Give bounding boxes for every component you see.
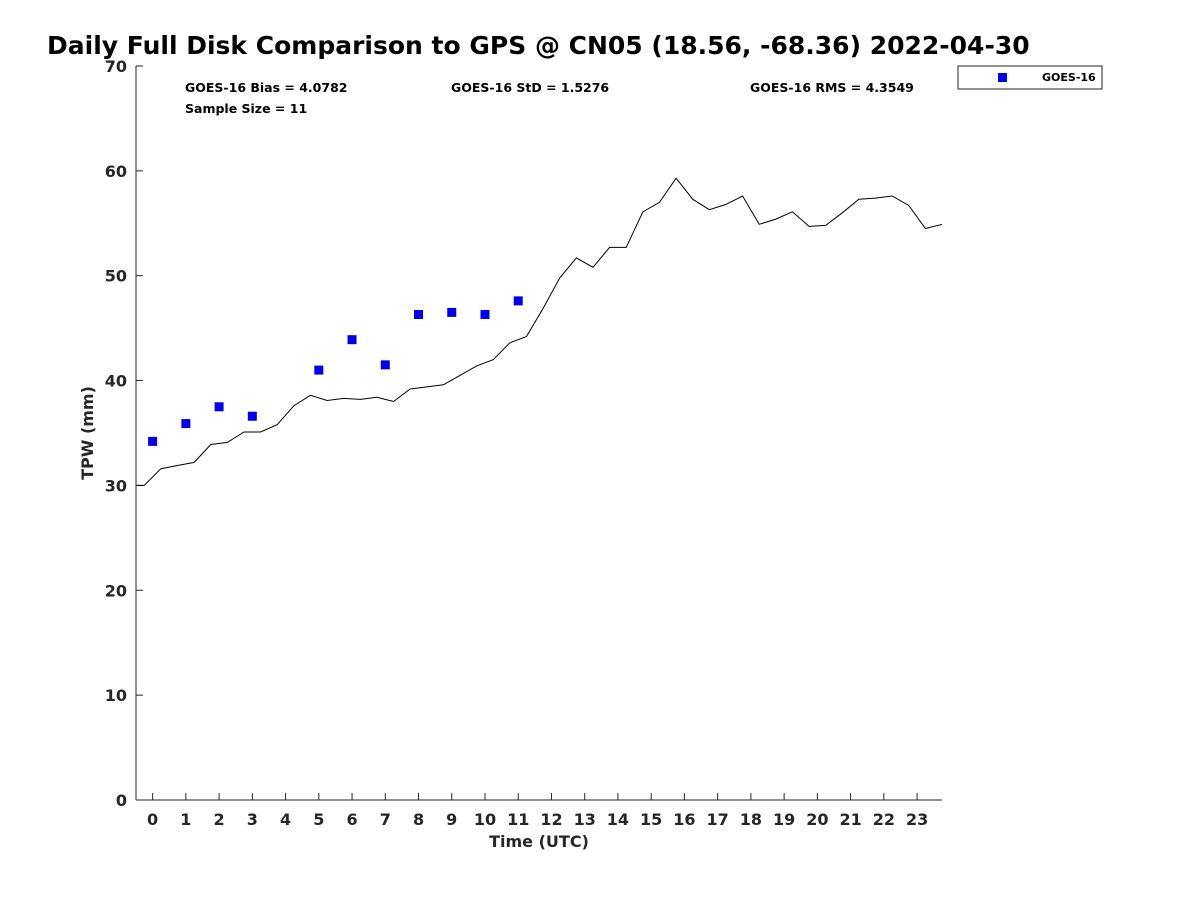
y-tick-label: 60 [105,162,127,181]
goes16-point [181,419,191,429]
x-tick-label: 2 [214,810,225,829]
x-tick-label: 1 [180,810,191,829]
goes16-point [414,310,424,320]
x-tick-label: 10 [474,810,496,829]
x-axis-label: Time (UTC) [489,832,589,851]
x-tick-label: 17 [707,810,729,829]
x-tick-label: 8 [413,810,424,829]
legend-label-goes16: GOES-16 [1042,71,1096,84]
goes16-point [347,335,357,345]
chart-title: Daily Full Disk Comparison to GPS @ CN05… [47,31,1030,60]
x-tick-label: 20 [806,810,828,829]
x-tick-label: 6 [346,810,357,829]
x-tick-label: 18 [740,810,762,829]
y-tick-label: 0 [116,791,127,810]
x-tick-label: 4 [280,810,291,829]
x-tick-label: 16 [673,810,695,829]
y-tick-label: 30 [105,476,127,495]
goes16-point [148,436,158,446]
y-tick-label: 40 [105,372,127,391]
x-tick-label: 0 [147,810,158,829]
x-tick-label: 3 [247,810,258,829]
legend-box [957,65,1103,90]
goes16-point [513,296,523,306]
x-tick-label: 22 [873,810,895,829]
goes16-point [380,360,390,370]
y-tick-label: 50 [105,267,127,286]
y-axis-label: TPW (mm) [78,386,97,480]
std-stat: GOES-16 StD = 1.5276 [451,80,609,95]
x-tick-label: 11 [507,810,529,829]
x-tick-label: 23 [906,810,928,829]
y-axis-ticks: 0 10 20 30 40 50 60 70 [105,57,143,810]
plot-area [135,66,942,801]
goes16-point [214,402,224,412]
y-tick-label: 70 [105,57,127,76]
y-tick-label: 20 [105,581,127,600]
gps-tpw-line [136,177,943,486]
x-tick-label: 5 [313,810,324,829]
x-tick-label: 12 [540,810,562,829]
sample-size-stat: Sample Size = 11 [185,101,307,116]
series-layer [136,177,943,486]
x-tick-label: 19 [773,810,795,829]
legend: GOES-16 [957,65,1103,90]
goes16-point [480,310,490,320]
y-tick-label: 10 [105,686,127,705]
x-axis-ticks: 0 1 2 3 4 5 6 7 8 9 10 11 12 13 14 15 16 17 18 19 20 21 22 23 [147,793,928,829]
legend-marker-goes16 [998,73,1007,82]
x-tick-label: 14 [607,810,629,829]
goes16-point [447,307,457,317]
rms-stat: GOES-16 RMS = 4.3549 [750,80,914,95]
x-tick-label: 15 [640,810,662,829]
x-tick-label: 13 [574,810,596,829]
goes16-point [314,365,324,375]
x-tick-label: 21 [839,810,861,829]
x-tick-label: 9 [446,810,457,829]
bias-stat: GOES-16 Bias = 4.0782 [185,80,347,95]
goes16-point [247,411,257,421]
x-tick-label: 7 [380,810,391,829]
